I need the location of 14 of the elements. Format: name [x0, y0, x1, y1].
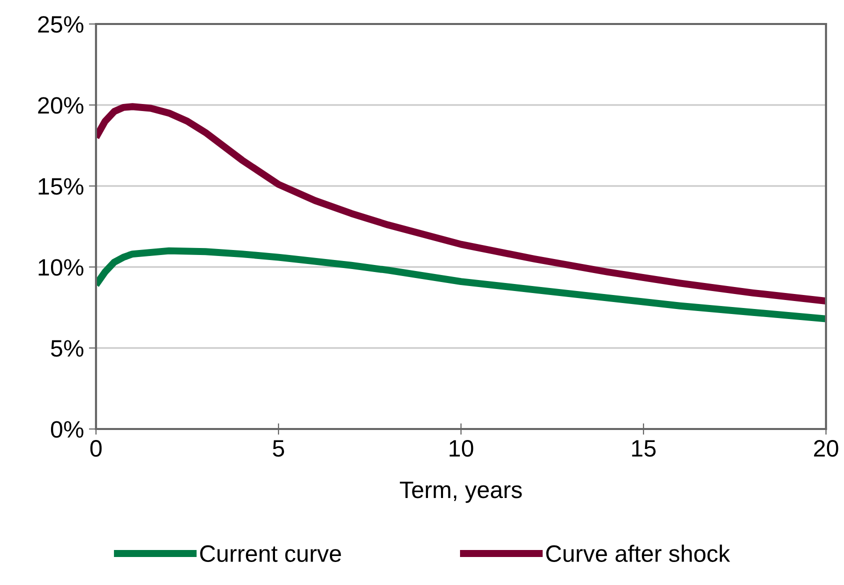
- x-axis-title: Term, years: [400, 482, 522, 503]
- y-tick-label: 0%: [50, 421, 84, 438]
- x-tick-label: 0: [90, 440, 102, 457]
- legend-label: Curve after shock: [546, 544, 730, 562]
- x-tick-label: 20: [814, 440, 838, 457]
- legend-label: Current curve: [200, 545, 341, 562]
- y-tick-label: 20%: [38, 97, 84, 114]
- x-tick-label: 15: [632, 440, 656, 457]
- y-tick-label: 25%: [38, 16, 84, 33]
- y-tick-label: 5%: [51, 340, 84, 357]
- y-tick-label: 15%: [38, 178, 84, 195]
- x-tick-label: 10: [450, 440, 474, 457]
- y-tick-label: 10%: [38, 259, 84, 276]
- x-tick-label: 5: [272, 440, 284, 457]
